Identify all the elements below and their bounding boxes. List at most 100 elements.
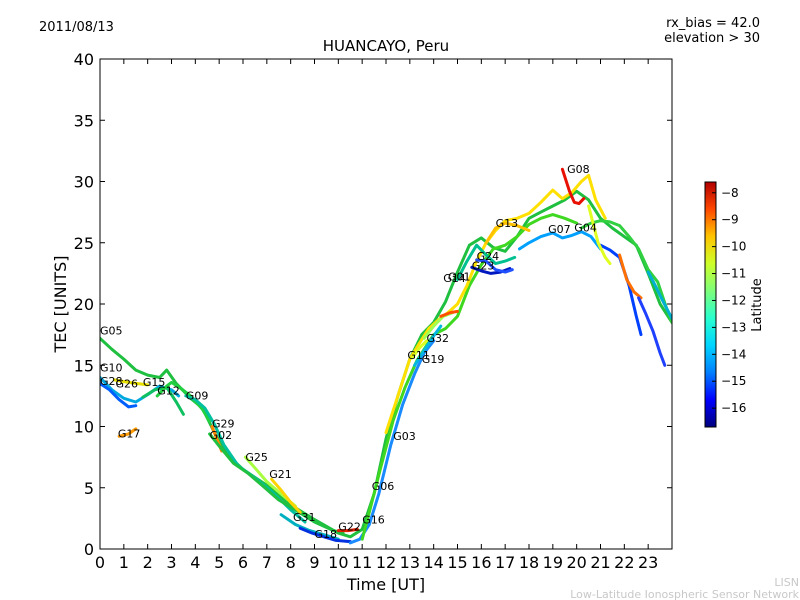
y-axis-label: TEC [UNITS] xyxy=(51,256,70,354)
series-line-g18 xyxy=(298,526,352,544)
series-line-g19 xyxy=(413,324,443,367)
colorbar-tick-label: −10 xyxy=(721,240,746,254)
x-tick-label: 3 xyxy=(166,553,176,572)
colorbar-tick-label: −12 xyxy=(721,293,746,307)
satellite-label: G05 xyxy=(100,325,123,338)
satellite-label: G15 xyxy=(143,376,166,389)
series-line-g21 xyxy=(270,477,302,514)
colorbar-tick-label: −13 xyxy=(721,320,746,334)
satellite-label: G32 xyxy=(427,332,450,345)
satellite-label: G17 xyxy=(118,428,141,441)
satellite-label: G13 xyxy=(496,217,519,230)
colorbar-tick-label: −15 xyxy=(721,374,746,388)
satellite-label: G11 xyxy=(407,349,430,362)
colorbar-ticks: −8 −9 −10 −11 −12 −13 −14 −15 −16 xyxy=(712,186,746,415)
x-tick-label: 13 xyxy=(400,553,420,572)
satellite-label: G28 xyxy=(100,375,123,388)
x-axis-ticks: 0 1 2 3 4 5 6 7 8 9 10 11 12 13 14 15 16 17 18 19 20 21 22 23 xyxy=(95,59,658,572)
satellite-label: G02 xyxy=(210,429,233,442)
satellite-label: G23 xyxy=(472,260,495,273)
series-line-unlabeled-30 xyxy=(618,253,643,300)
x-tick-label: 19 xyxy=(543,553,563,572)
series-line-g24 xyxy=(475,258,514,274)
colorbar-tick-label: −16 xyxy=(721,401,746,415)
series-line-g06 xyxy=(360,213,579,541)
satellite-label: G29 xyxy=(212,418,235,431)
satellite-label: G21 xyxy=(269,468,292,481)
satellite-label: G31 xyxy=(293,511,316,524)
colorbar-scale xyxy=(704,181,717,428)
x-tick-label: 6 xyxy=(238,553,248,572)
x-axis-label: Time [UT] xyxy=(346,575,425,594)
y-tick-label: 0 xyxy=(84,540,94,559)
satellite-label: G08 xyxy=(567,163,590,176)
x-tick-label: 14 xyxy=(423,553,443,572)
series-line-g02 xyxy=(208,432,345,535)
latitude-colorbar: −8 −9 −10 −11 −12 −13 −14 −15 −16 Latitude xyxy=(704,181,765,428)
elevation-label: elevation > 30 xyxy=(664,31,760,46)
satellite-label: G19 xyxy=(422,353,445,366)
y-tick-label: 20 xyxy=(74,295,94,314)
x-tick-label: 18 xyxy=(519,553,539,572)
x-tick-label: 4 xyxy=(190,553,200,572)
y-tick-label: 5 xyxy=(84,479,94,498)
series-line-g13 xyxy=(484,221,531,245)
colorbar-tick-label: −11 xyxy=(721,267,746,281)
footer-lisn: LISN xyxy=(774,576,799,589)
y-tick-label: 25 xyxy=(74,234,94,253)
series-line-unlabeled-33 xyxy=(587,204,612,266)
y-tick-label: 30 xyxy=(74,173,94,192)
satellite-label: G16 xyxy=(362,513,385,526)
x-tick-label: 11 xyxy=(352,553,372,572)
satellite-label: G25 xyxy=(245,451,268,464)
colorbar-tick-label: −9 xyxy=(721,213,739,227)
series-line-g17 xyxy=(117,427,138,438)
satellite-label: G04 xyxy=(574,222,597,235)
chart-title: HUANCAYO, Peru xyxy=(323,37,449,55)
x-tick-label: 7 xyxy=(262,553,272,572)
satellite-label: G18 xyxy=(315,528,338,541)
series-line-g12 xyxy=(155,380,212,424)
x-tick-label: 17 xyxy=(495,553,515,572)
satellite-label: G10 xyxy=(100,361,123,374)
y-tick-label: 40 xyxy=(74,50,94,69)
x-tick-label: 23 xyxy=(638,553,658,572)
satellite-label: G14 xyxy=(443,272,466,285)
series-line-unlabeled-32 xyxy=(637,296,667,367)
x-tick-label: 20 xyxy=(566,553,586,572)
series-line-g01 xyxy=(439,309,459,318)
satellite-label: G07 xyxy=(548,223,571,236)
x-tick-label: 8 xyxy=(286,553,296,572)
x-tick-label: 16 xyxy=(471,553,491,572)
series-line-unlabeled-31 xyxy=(646,270,672,321)
series-line-g04 xyxy=(579,219,672,324)
series-line-g22 xyxy=(336,527,359,533)
date-label: 2011/08/13 xyxy=(39,20,114,35)
footer-network: Low-Latitude Ionospheric Sensor Network xyxy=(570,588,799,600)
series-line-g07 xyxy=(518,230,602,251)
x-tick-label: 22 xyxy=(614,553,634,572)
series-line-g08 xyxy=(560,167,586,206)
x-tick-label: 12 xyxy=(376,553,396,572)
satellite-label: G09 xyxy=(186,390,209,403)
series-line-g26 xyxy=(112,378,150,387)
rx-bias-label: rx_bias = 42.0 xyxy=(666,16,760,31)
satellite-label: G01 xyxy=(448,271,471,284)
satellite-label: G06 xyxy=(372,480,395,493)
y-tick-label: 15 xyxy=(74,356,94,375)
satellite-label: G24 xyxy=(477,250,500,263)
x-tick-label: 9 xyxy=(309,553,319,572)
satellite-label: G03 xyxy=(393,430,416,443)
series-line-g14 xyxy=(456,243,517,281)
satellite-label: G22 xyxy=(338,521,361,534)
x-tick-label: 15 xyxy=(447,553,467,572)
series-layer xyxy=(100,167,672,545)
series-line-g28 xyxy=(100,382,138,409)
satellite-label: G12 xyxy=(157,385,180,398)
y-tick-label: 35 xyxy=(74,111,94,130)
x-tick-label: 5 xyxy=(214,553,224,572)
x-tick-label: 21 xyxy=(590,553,610,572)
